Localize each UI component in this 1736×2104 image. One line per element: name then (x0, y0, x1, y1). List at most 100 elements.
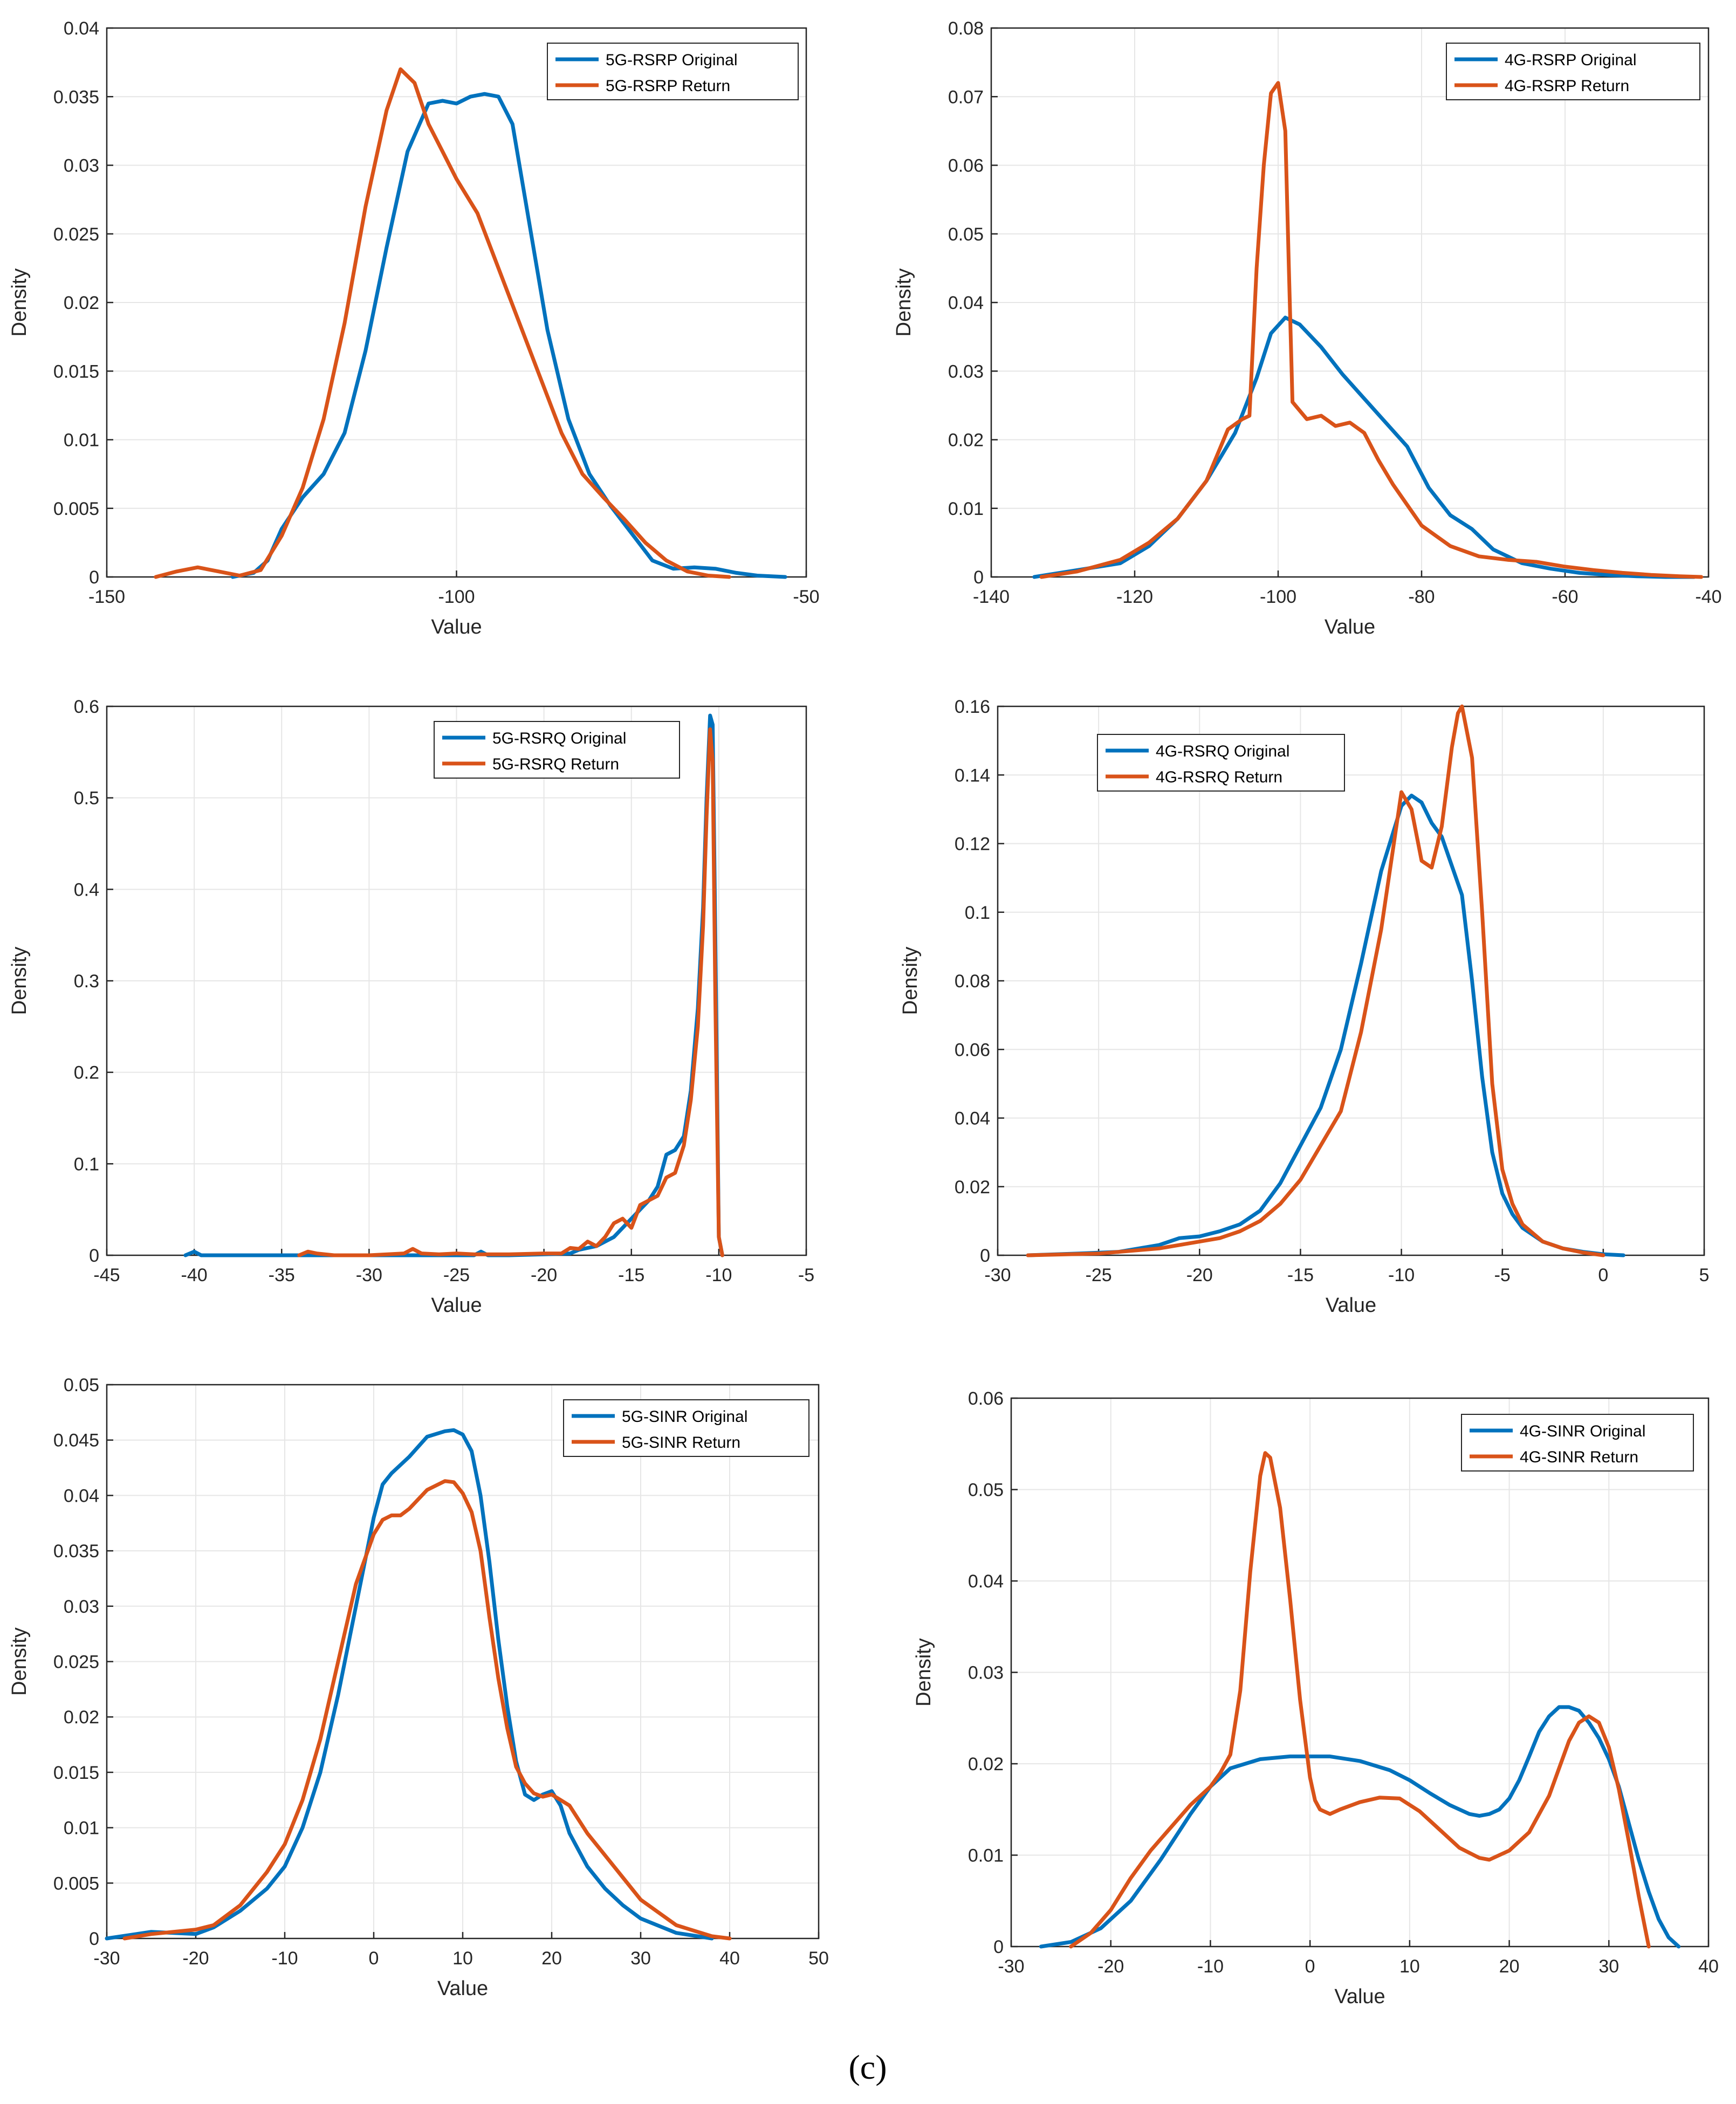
y-tick-label: 0.1 (965, 903, 990, 923)
y-tick-label: 0.5 (74, 788, 99, 809)
legend-box (434, 721, 680, 779)
y-tick-label: 0.01 (948, 499, 984, 519)
y-tick-label: 0.025 (53, 224, 99, 245)
x-tick-label: 0 (1305, 1956, 1315, 1977)
legend-entry: 5G-SINR Original (622, 1408, 747, 1426)
series-line-return (1039, 81, 1704, 579)
x-tick-label: -20 (182, 1948, 209, 1969)
y-tick-label: 0.02 (955, 1177, 990, 1198)
x-tick-label: 20 (541, 1948, 562, 1969)
y-axis-label: Density (899, 947, 922, 1015)
x-tick-label: -120 (1116, 587, 1153, 607)
y-tick-label: 0.02 (64, 1707, 99, 1728)
y-tick-label: 0.02 (948, 430, 984, 451)
panel-4g-sinr: -30 -20 -10 0 10 20 30 40 0 0.01 0.02 0.03 0.04 0.05 0… (912, 1388, 1719, 2008)
legend-box (1446, 43, 1700, 100)
x-tick-label: -30 (998, 1956, 1024, 1977)
panel-5g-sinr: -30 -20 -10 0 10 20 30 40 50 0 0.005 0.01 0.015 0.02 0… (8, 1375, 829, 2000)
y-axis-label: Density (8, 269, 31, 337)
x-tick-label: -30 (356, 1265, 382, 1285)
x-tick-label: 40 (719, 1948, 740, 1969)
x-tick-label: -100 (1260, 587, 1296, 607)
legend-box (1461, 1414, 1694, 1472)
y-axis-label: Density (912, 1638, 935, 1707)
x-tick-label: -35 (269, 1265, 295, 1285)
y-tick-label: 0 (89, 1246, 99, 1266)
y-tick-label: 0.6 (74, 697, 99, 717)
x-tick-label: 20 (1499, 1956, 1520, 1977)
y-tick-label: 0.4 (74, 879, 99, 900)
y-tick-label: 0.04 (64, 1486, 99, 1506)
y-tick-label: 0.005 (53, 1873, 99, 1894)
y-axis-label: Density (8, 1627, 31, 1696)
x-tick-label: -60 (1552, 587, 1578, 607)
y-tick-label: 0.02 (64, 293, 99, 313)
y-tick-label: 0.05 (64, 1375, 99, 1395)
y-tick-label: 0 (89, 567, 99, 588)
x-tick-label: -30 (984, 1265, 1011, 1285)
y-axis-label: Density (893, 269, 915, 337)
y-tick-label: 0.05 (948, 224, 984, 245)
legend-entry: 5G-RSRQ Return (492, 755, 619, 773)
legend-entry: 4G-SINR Original (1520, 1422, 1645, 1440)
y-tick-label: 0.03 (968, 1663, 1004, 1683)
y-tick-label: 0.03 (948, 361, 984, 382)
series-line-return (154, 67, 731, 579)
y-axis-label: Density (8, 947, 31, 1015)
y-tick-label: 0.02 (968, 1754, 1004, 1775)
x-tick-label: 5 (1699, 1265, 1710, 1285)
y-tick-label: 0.04 (955, 1109, 990, 1129)
y-tick-label: 0.01 (64, 430, 99, 451)
x-tick-label: 30 (1598, 1956, 1619, 1977)
panel-4g-rsrp: -140 -120 -100 -80 -60 -40 0 0.01 0.02 0.03 0.04 0.… (893, 18, 1722, 638)
x-tick-label: 10 (1399, 1956, 1420, 1977)
x-axis-label: Value (1326, 1294, 1376, 1317)
legend-entry: 5G-RSRP Original (606, 51, 738, 69)
x-axis-label: Value (437, 1977, 488, 2000)
legend-entry: 5G-RSRP Return (606, 77, 730, 95)
y-tick-label: 0 (973, 567, 984, 588)
legend-box (1097, 734, 1345, 792)
y-tick-label: 0.035 (53, 87, 99, 107)
y-tick-label: 0.03 (64, 156, 99, 176)
y-tick-label: 0.1 (74, 1154, 99, 1174)
x-tick-label: -30 (93, 1948, 120, 1969)
x-tick-label: -140 (973, 587, 1010, 607)
y-tick-label: 0.06 (968, 1388, 1004, 1409)
y-tick-label: 0.08 (948, 18, 984, 39)
y-tick-label: 0.035 (53, 1541, 99, 1562)
y-tick-label: 0.04 (64, 18, 99, 39)
x-tick-label: -10 (1388, 1265, 1415, 1285)
x-tick-label: -40 (181, 1265, 208, 1285)
x-tick-label: -5 (1494, 1265, 1511, 1285)
legend-entry: 5G-SINR Return (622, 1434, 740, 1452)
y-tick-label: 0.015 (53, 361, 99, 382)
legend-entry: 4G-SINR Return (1520, 1448, 1638, 1466)
series-line-return (297, 727, 724, 1257)
x-tick-label: 40 (1698, 1956, 1719, 1977)
y-tick-label: 0 (980, 1246, 990, 1266)
series-line-original (105, 1428, 714, 1941)
legend-box (563, 1399, 809, 1457)
y-tick-label: 0.045 (53, 1431, 99, 1451)
y-tick-label: 0.04 (948, 293, 984, 313)
y-tick-label: 0.01 (968, 1846, 1004, 1866)
x-tick-label: -25 (1086, 1265, 1112, 1285)
figure-caption: (c) (848, 2048, 887, 2086)
x-tick-label: -20 (1097, 1956, 1124, 1977)
y-tick-label: 0.14 (955, 765, 990, 786)
x-tick-label: -20 (531, 1265, 557, 1285)
legend-entry: 4G-RSRP Return (1505, 77, 1629, 95)
y-tick-label: 0.16 (955, 697, 990, 717)
x-axis-label: Value (431, 616, 482, 638)
legend-entry: 4G-RSRQ Original (1156, 742, 1289, 760)
x-tick-label: 30 (630, 1948, 651, 1969)
x-tick-label: -40 (1695, 587, 1721, 607)
series-line-return (1069, 1451, 1651, 1949)
y-tick-label: 0 (993, 1937, 1004, 1957)
y-tick-label: 0.015 (53, 1763, 99, 1783)
x-tick-label: -150 (88, 587, 125, 607)
x-tick-label: 0 (1598, 1265, 1608, 1285)
